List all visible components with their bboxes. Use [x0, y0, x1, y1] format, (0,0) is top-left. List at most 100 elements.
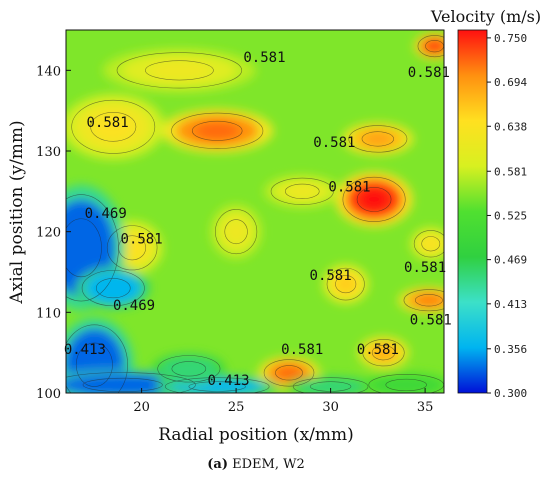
- colorbar-tick-label: 0.581: [494, 165, 527, 178]
- contour-line: [106, 225, 158, 271]
- colorbar-tick-label: 0.356: [494, 343, 527, 356]
- velocity-region-core: [194, 121, 241, 140]
- contour-line: [81, 270, 145, 307]
- contour-line: [356, 186, 392, 212]
- contour-label: 0.581: [87, 115, 129, 131]
- contour-label: 0.413: [207, 373, 249, 389]
- colorbar-tick-label: 0.525: [494, 209, 527, 222]
- contour-label: 0.581: [404, 260, 446, 276]
- plot-frame: [65, 29, 445, 394]
- y-tick-label: 120: [36, 226, 61, 241]
- y-axis-label: Axial position (y/mm): [7, 120, 27, 304]
- x-tick-label: 30: [322, 400, 339, 415]
- velocity-region-core: [84, 272, 142, 305]
- velocity-region-core: [358, 188, 390, 211]
- velocity-region-core: [119, 236, 145, 259]
- colorbar-tick-label: 0.300: [494, 387, 527, 400]
- contour-line: [263, 359, 315, 387]
- contour-line: [275, 365, 303, 381]
- contour-line: [90, 111, 137, 142]
- velocity-region-core: [372, 375, 441, 393]
- velocity-region-core: [92, 113, 135, 141]
- contour-line: [335, 275, 357, 294]
- contour-line: [413, 230, 444, 258]
- x-tick-label: 35: [417, 400, 434, 415]
- contour-label: 0.581: [408, 65, 450, 81]
- contour-line: [284, 183, 320, 199]
- velocity-region-core: [286, 184, 318, 198]
- contour-label: 0.413: [64, 342, 106, 358]
- y-tick-label: 110: [36, 306, 61, 321]
- velocity-region-core: [373, 346, 394, 360]
- contour-line: [417, 35, 444, 58]
- colorbar: Velocity (m/s) 0.750 0.694 0.638 0.581 0.525…: [430, 7, 541, 400]
- contour-line: [157, 355, 221, 383]
- y-tick-label: 140: [36, 64, 61, 79]
- contour-label: 0.581: [281, 342, 323, 358]
- contour-line: [66, 194, 119, 302]
- contour-line: [326, 267, 365, 301]
- contour-line: [145, 60, 214, 81]
- contour-label: 0.581: [357, 342, 399, 358]
- contour-line: [371, 345, 396, 361]
- contour-label: 0.581: [121, 232, 163, 248]
- plot-area: 0.581 0.581 0.581 0.581 0.581 0.469 0.581 0.581…: [64, 29, 452, 394]
- contour-line: [215, 209, 258, 255]
- y-axis: 100 110 120 130 140: [36, 64, 71, 402]
- x-axis: 20 25 30 35: [133, 388, 433, 415]
- contour-annotations: 0.581 0.581 0.581 0.581 0.581 0.469 0.581 0.581…: [64, 50, 452, 389]
- velocity-region-core: [426, 40, 443, 52]
- x-tick-label: 25: [228, 400, 245, 415]
- contour-line: [224, 219, 248, 245]
- contour-line: [361, 131, 395, 147]
- x-axis-label: Radial position (x/mm): [158, 425, 354, 445]
- contour-lines: [66, 35, 444, 393]
- contour-line: [342, 176, 406, 222]
- caption-text: EDEM, W2: [228, 457, 305, 472]
- contour-line: [66, 218, 102, 278]
- velocity-region-core: [336, 276, 356, 293]
- contour-line: [75, 342, 113, 387]
- colorbar-title: Velocity (m/s): [430, 7, 541, 26]
- velocity-region-core: [276, 366, 302, 380]
- contour-label: 0.581: [310, 268, 352, 284]
- contour-line: [292, 377, 369, 393]
- colorbar-tick-label: 0.694: [494, 76, 527, 89]
- contour-label: 0.581: [243, 50, 285, 66]
- contour-line: [171, 361, 207, 377]
- contour-line: [188, 381, 246, 392]
- velocity-region-core: [422, 237, 440, 251]
- contour-line: [66, 372, 196, 393]
- contour-line: [95, 278, 131, 299]
- contour-line: [362, 339, 405, 367]
- contour-line: [82, 377, 163, 393]
- figure-caption: (a) EDEM, W2: [207, 457, 304, 472]
- caption-label: (a): [207, 457, 228, 472]
- y-tick-label: 130: [36, 145, 61, 160]
- velocity-region-core: [225, 220, 247, 243]
- contour-label: 0.469: [85, 206, 127, 222]
- colorbar-gradient: [457, 29, 488, 394]
- contour-label: 0.581: [328, 179, 370, 195]
- contour-line: [191, 120, 243, 141]
- colorbar-tick-label: 0.750: [494, 32, 527, 45]
- velocity-region-core: [148, 61, 211, 80]
- contour-line: [66, 324, 128, 393]
- contour-line: [116, 52, 243, 89]
- contour-line: [385, 378, 427, 392]
- velocity-region-core: [416, 294, 442, 306]
- velocity-region-core: [160, 356, 218, 381]
- colorbar-tick-label: 0.413: [494, 298, 527, 311]
- contour-label: 0.581: [410, 312, 452, 328]
- y-tick-label: 100: [36, 387, 61, 402]
- velocity-region-core: [363, 132, 393, 146]
- contour-line: [171, 112, 264, 149]
- contour-line: [164, 377, 270, 393]
- contour-line: [403, 289, 444, 312]
- contour-line: [348, 125, 408, 153]
- colorbar-tick-label: 0.638: [494, 120, 527, 133]
- contour-line: [414, 294, 443, 307]
- contour-label: 0.581: [313, 135, 355, 151]
- x-tick-label: 20: [133, 400, 150, 415]
